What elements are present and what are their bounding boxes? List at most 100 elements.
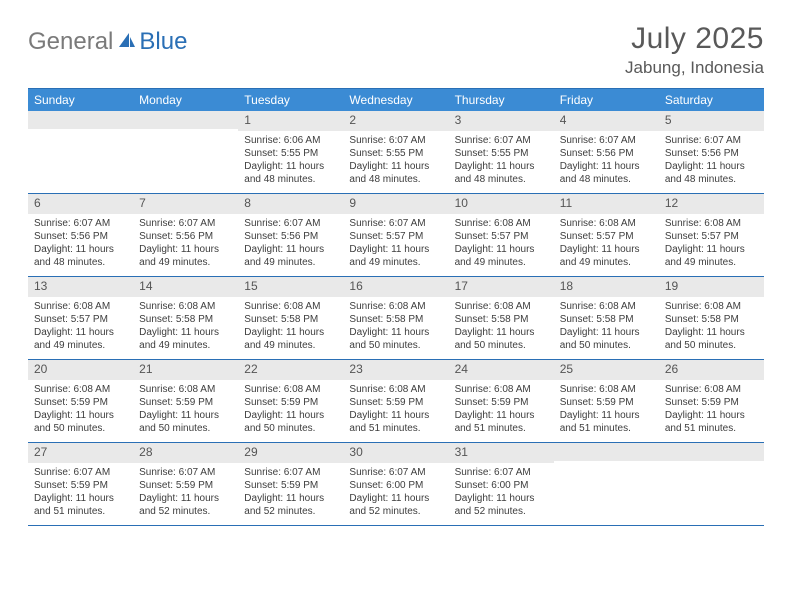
sunset-text: Sunset: 5:58 PM [139, 313, 232, 326]
week-row: 13Sunrise: 6:08 AMSunset: 5:57 PMDayligh… [28, 277, 764, 360]
day-cell: 19Sunrise: 6:08 AMSunset: 5:58 PMDayligh… [659, 277, 764, 359]
sunset-text: Sunset: 5:59 PM [34, 396, 127, 409]
day-header: Tuesday [238, 89, 343, 111]
daylight-text: Daylight: 11 hours and 52 minutes. [244, 492, 337, 518]
sunset-text: Sunset: 5:59 PM [34, 479, 127, 492]
day-cell: 29Sunrise: 6:07 AMSunset: 5:59 PMDayligh… [238, 443, 343, 525]
day-cell: 21Sunrise: 6:08 AMSunset: 5:59 PMDayligh… [133, 360, 238, 442]
sunrise-text: Sunrise: 6:08 AM [34, 383, 127, 396]
day-number: 15 [238, 277, 343, 297]
day-number: 13 [28, 277, 133, 297]
day-number: 31 [449, 443, 554, 463]
daylight-text: Daylight: 11 hours and 50 minutes. [665, 326, 758, 352]
day-body: Sunrise: 6:08 AMSunset: 5:57 PMDaylight:… [28, 297, 133, 358]
day-number: 2 [343, 111, 448, 131]
day-cell: 30Sunrise: 6:07 AMSunset: 6:00 PMDayligh… [343, 443, 448, 525]
day-header: Monday [133, 89, 238, 111]
brand-part1: General [28, 28, 113, 56]
sunrise-text: Sunrise: 6:07 AM [349, 217, 442, 230]
daylight-text: Daylight: 11 hours and 51 minutes. [34, 492, 127, 518]
sunrise-text: Sunrise: 6:07 AM [34, 217, 127, 230]
daylight-text: Daylight: 11 hours and 48 minutes. [244, 160, 337, 186]
day-cell: 31Sunrise: 6:07 AMSunset: 6:00 PMDayligh… [449, 443, 554, 525]
sunset-text: Sunset: 5:58 PM [455, 313, 548, 326]
sunrise-text: Sunrise: 6:08 AM [349, 300, 442, 313]
day-body: Sunrise: 6:08 AMSunset: 5:57 PMDaylight:… [449, 214, 554, 275]
day-number: 17 [449, 277, 554, 297]
sunset-text: Sunset: 5:57 PM [665, 230, 758, 243]
day-number: 9 [343, 194, 448, 214]
day-number: 21 [133, 360, 238, 380]
day-number: 27 [28, 443, 133, 463]
daylight-text: Daylight: 11 hours and 50 minutes. [455, 326, 548, 352]
day-header-row: Sunday Monday Tuesday Wednesday Thursday… [28, 89, 764, 111]
sunset-text: Sunset: 5:59 PM [139, 396, 232, 409]
day-cell: 23Sunrise: 6:08 AMSunset: 5:59 PMDayligh… [343, 360, 448, 442]
daylight-text: Daylight: 11 hours and 52 minutes. [455, 492, 548, 518]
day-cell: 25Sunrise: 6:08 AMSunset: 5:59 PMDayligh… [554, 360, 659, 442]
week-row: 27Sunrise: 6:07 AMSunset: 5:59 PMDayligh… [28, 443, 764, 526]
day-number [28, 111, 133, 129]
day-cell [133, 111, 238, 193]
day-body: Sunrise: 6:07 AMSunset: 5:56 PMDaylight:… [554, 131, 659, 192]
sunset-text: Sunset: 5:56 PM [244, 230, 337, 243]
day-cell: 13Sunrise: 6:08 AMSunset: 5:57 PMDayligh… [28, 277, 133, 359]
day-number: 14 [133, 277, 238, 297]
sunrise-text: Sunrise: 6:08 AM [349, 383, 442, 396]
sunrise-text: Sunrise: 6:07 AM [34, 466, 127, 479]
day-body: Sunrise: 6:07 AMSunset: 5:57 PMDaylight:… [343, 214, 448, 275]
daylight-text: Daylight: 11 hours and 50 minutes. [349, 326, 442, 352]
brand-part2: Blue [139, 28, 187, 56]
sunrise-text: Sunrise: 6:07 AM [560, 134, 653, 147]
sunset-text: Sunset: 5:56 PM [560, 147, 653, 160]
sunrise-text: Sunrise: 6:08 AM [455, 383, 548, 396]
day-number: 22 [238, 360, 343, 380]
day-body: Sunrise: 6:08 AMSunset: 5:57 PMDaylight:… [554, 214, 659, 275]
day-number: 10 [449, 194, 554, 214]
day-cell: 12Sunrise: 6:08 AMSunset: 5:57 PMDayligh… [659, 194, 764, 276]
sunset-text: Sunset: 5:57 PM [34, 313, 127, 326]
day-body: Sunrise: 6:08 AMSunset: 5:58 PMDaylight:… [343, 297, 448, 358]
week-row: 1Sunrise: 6:06 AMSunset: 5:55 PMDaylight… [28, 111, 764, 194]
sunrise-text: Sunrise: 6:08 AM [560, 300, 653, 313]
calendar: Sunday Monday Tuesday Wednesday Thursday… [28, 88, 764, 526]
week-row: 20Sunrise: 6:08 AMSunset: 5:59 PMDayligh… [28, 360, 764, 443]
day-cell: 27 Sunrise: 6:07 AMSunset: 5:59 PMDayligh… [28, 443, 133, 525]
daylight-text: Daylight: 11 hours and 49 minutes. [244, 326, 337, 352]
sunset-text: Sunset: 5:58 PM [244, 313, 337, 326]
day-number: 24 [449, 360, 554, 380]
location: Jabung, Indonesia [625, 58, 764, 78]
daylight-text: Daylight: 11 hours and 49 minutes. [349, 243, 442, 269]
day-body: Sunrise: 6:08 AMSunset: 5:58 PMDaylight:… [449, 297, 554, 358]
daylight-text: Daylight: 11 hours and 48 minutes. [455, 160, 548, 186]
sunrise-text: Sunrise: 6:07 AM [349, 466, 442, 479]
day-cell: 17Sunrise: 6:08 AMSunset: 5:58 PMDayligh… [449, 277, 554, 359]
weeks-container: 1Sunrise: 6:06 AMSunset: 5:55 PMDaylight… [28, 111, 764, 526]
sunrise-text: Sunrise: 6:08 AM [455, 217, 548, 230]
day-body: Sunrise: 6:08 AMSunset: 5:59 PMDaylight:… [28, 380, 133, 441]
sunset-text: Sunset: 5:59 PM [139, 479, 232, 492]
daylight-text: Daylight: 11 hours and 52 minutes. [349, 492, 442, 518]
day-header: Friday [554, 89, 659, 111]
sunset-text: Sunset: 5:58 PM [665, 313, 758, 326]
daylight-text: Daylight: 11 hours and 51 minutes. [665, 409, 758, 435]
sunset-text: Sunset: 5:55 PM [244, 147, 337, 160]
daylight-text: Daylight: 11 hours and 48 minutes. [34, 243, 127, 269]
day-body [659, 461, 764, 470]
day-cell: 15Sunrise: 6:08 AMSunset: 5:58 PMDayligh… [238, 277, 343, 359]
day-body: Sunrise: 6:08 AMSunset: 5:58 PMDaylight:… [133, 297, 238, 358]
day-number: 28 [133, 443, 238, 463]
day-body: Sunrise: 6:08 AMSunset: 5:59 PMDaylight:… [449, 380, 554, 441]
day-number [554, 443, 659, 461]
day-body [28, 129, 133, 138]
month-title: July 2025 [625, 22, 764, 56]
week-row: 6Sunrise: 6:07 AMSunset: 5:56 PMDaylight… [28, 194, 764, 277]
day-number: 16 [343, 277, 448, 297]
sunrise-text: Sunrise: 6:08 AM [560, 217, 653, 230]
day-number: 25 [554, 360, 659, 380]
day-cell: 10Sunrise: 6:08 AMSunset: 5:57 PMDayligh… [449, 194, 554, 276]
daylight-text: Daylight: 11 hours and 50 minutes. [139, 409, 232, 435]
day-cell: 2Sunrise: 6:07 AMSunset: 5:55 PMDaylight… [343, 111, 448, 193]
sunset-text: Sunset: 5:56 PM [665, 147, 758, 160]
day-number: 5 [659, 111, 764, 131]
